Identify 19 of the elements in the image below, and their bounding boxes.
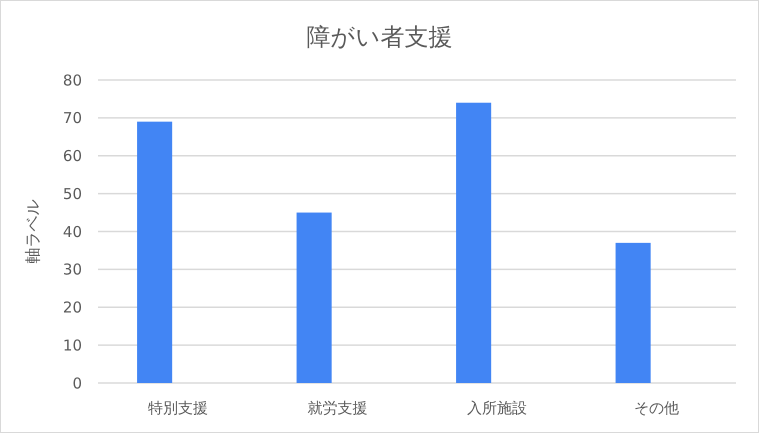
y-axis-title: 軸ラベル <box>23 200 42 264</box>
bar <box>616 242 651 383</box>
x-tick-label: 特別支援 <box>148 399 208 417</box>
bar <box>296 212 332 383</box>
bar <box>137 122 172 383</box>
y-tick-label: 70 <box>62 109 82 128</box>
y-tick-label: 20 <box>62 298 82 316</box>
y-tick-label: 0 <box>72 374 82 392</box>
y-tick-label: 80 <box>62 71 82 90</box>
chart-title: 障がい者支援 <box>306 23 452 51</box>
x-tick-label: その他 <box>634 399 679 417</box>
x-tick-label: 就労支援 <box>307 399 368 417</box>
bar <box>456 102 492 383</box>
y-tick-label: 10 <box>62 336 82 354</box>
y-tick-label: 40 <box>62 222 82 241</box>
y-tick-label: 30 <box>62 260 82 279</box>
y-tick-label: 60 <box>62 147 82 165</box>
y-tick-label: 50 <box>62 184 82 203</box>
x-tick-label: 入所施設 <box>466 399 527 417</box>
